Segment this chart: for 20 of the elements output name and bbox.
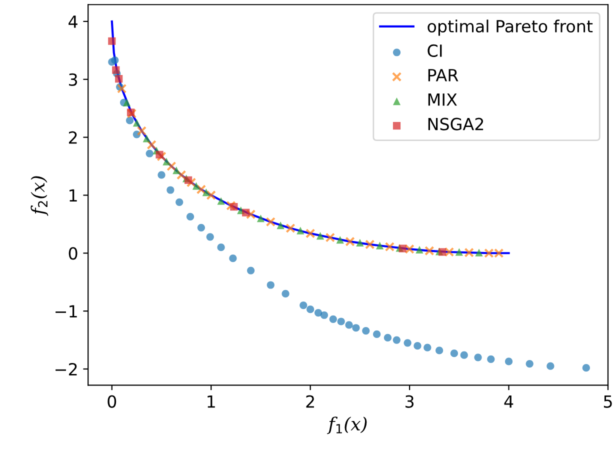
x-tick-label: 1 — [208, 395, 215, 408]
y-axis-title: f$_{2}$(x) — [30, 176, 48, 216]
legend-label: MIX — [428, 94, 457, 106]
legend-label: optimal Pareto front — [428, 20, 593, 36]
y-tick-label: −1 — [56, 305, 77, 318]
x-tick-label: 2 — [306, 395, 314, 408]
legend-label: PAR — [428, 69, 458, 82]
x-tick-label: 5 — [604, 395, 612, 408]
y-tick-label: 3 — [69, 73, 78, 86]
x-tick-label: 0 — [108, 395, 116, 408]
y-tick-label: 2 — [68, 131, 77, 144]
y-tick-label: 4 — [68, 16, 78, 28]
x-axis-title: f$_{1}$(x) — [327, 416, 367, 434]
y-tick-label: 0 — [68, 247, 78, 260]
legend-label: CI — [428, 44, 442, 57]
y-tick-label: 1 — [70, 189, 77, 202]
x-tick-label: 3 — [406, 395, 414, 408]
y-tick-label: −2 — [56, 362, 77, 376]
x-tick-label: 4 — [504, 395, 514, 408]
legend-label: NSGA2 — [428, 118, 484, 130]
